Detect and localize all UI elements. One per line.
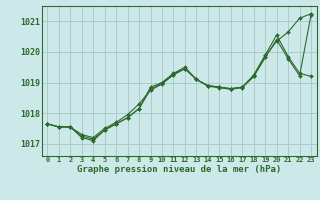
X-axis label: Graphe pression niveau de la mer (hPa): Graphe pression niveau de la mer (hPa) <box>77 165 281 174</box>
